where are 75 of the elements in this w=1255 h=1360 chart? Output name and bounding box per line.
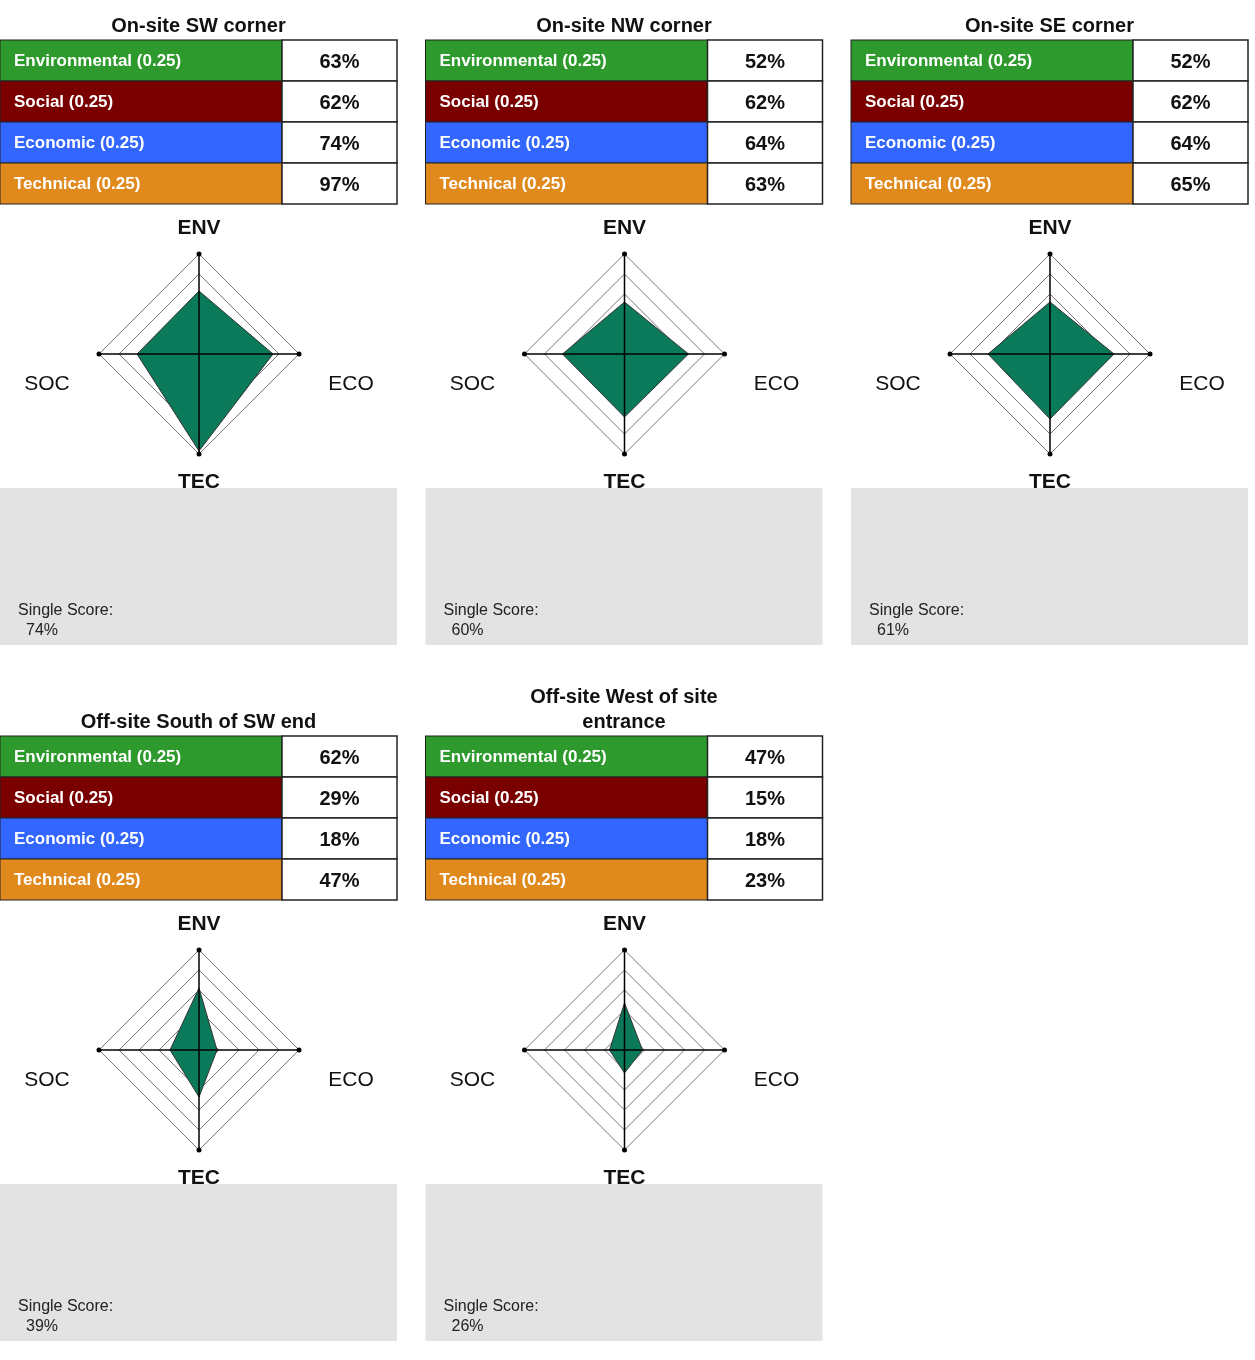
text: 29% xyxy=(319,787,360,809)
category-label: Technical (0.25) xyxy=(439,174,566,193)
text: 62% xyxy=(1170,91,1211,113)
spoke-label: ENV xyxy=(602,911,647,934)
text: Single Score: xyxy=(443,1297,539,1314)
spoke-label: TEC xyxy=(603,1165,646,1188)
text: On-site NW corner xyxy=(536,14,712,36)
text: 61% xyxy=(877,621,910,638)
text: 52% xyxy=(1170,50,1211,72)
text: Single Score: xyxy=(443,601,539,618)
text: Single Score: xyxy=(18,1297,114,1314)
spoke-label: ENV xyxy=(602,215,647,238)
category-label: Social (0.25) xyxy=(14,788,114,807)
spoke-label: ECO xyxy=(753,371,800,394)
category-label: Social (0.25) xyxy=(439,788,539,807)
category-label: Technical (0.25) xyxy=(439,870,566,889)
text: 62% xyxy=(319,91,360,113)
spoke-label: TEC xyxy=(178,469,220,492)
text: On-site SW corner xyxy=(111,14,286,36)
text: 63% xyxy=(319,50,360,72)
text: 64% xyxy=(1170,132,1211,154)
spoke-label: TEC xyxy=(178,1165,220,1188)
text: Single Score: xyxy=(869,601,965,618)
category-label: Economic (0.25) xyxy=(865,133,996,152)
category-label: Environmental (0.25) xyxy=(14,51,182,70)
category-label: Economic (0.25) xyxy=(439,829,570,848)
text: 15% xyxy=(744,787,786,809)
category-label: Economic (0.25) xyxy=(439,133,570,152)
spoke-label: TEC xyxy=(1029,469,1071,492)
text: 39% xyxy=(26,1317,59,1334)
text: Off-site South of SW end xyxy=(80,710,317,732)
category-label: Environmental (0.25) xyxy=(865,51,1033,70)
category-label: Technical (0.25) xyxy=(865,174,992,193)
text: 74% xyxy=(26,621,59,638)
category-label: Technical (0.25) xyxy=(14,870,141,889)
text: 18% xyxy=(319,828,360,850)
spoke-label: SOC xyxy=(449,371,496,394)
spoke-label: ECO xyxy=(1179,371,1225,394)
text: 97% xyxy=(319,173,360,195)
text: 63% xyxy=(744,173,786,195)
text: Off-site West of site entrance xyxy=(530,685,718,732)
text: 62% xyxy=(744,91,786,113)
text: 74% xyxy=(319,132,360,154)
spoke-label: SOC xyxy=(24,1067,70,1090)
spoke-label: ECO xyxy=(328,1067,374,1090)
text: 18% xyxy=(744,828,786,850)
spoke-label: SOC xyxy=(449,1067,496,1090)
text: 47% xyxy=(744,746,786,768)
spoke-label: ENV xyxy=(1028,215,1072,238)
text: Single Score: xyxy=(18,601,114,618)
text: 62% xyxy=(319,746,360,768)
category-label: Social (0.25) xyxy=(14,92,114,111)
category-label: Environmental (0.25) xyxy=(439,51,607,70)
text: 60% xyxy=(451,621,484,638)
text: 23% xyxy=(744,869,786,891)
category-label: Environmental (0.25) xyxy=(439,747,607,766)
spoke-label: ECO xyxy=(328,371,374,394)
text: On-site SE corner xyxy=(965,14,1135,36)
text: 26% xyxy=(451,1317,484,1334)
spoke-label: TEC xyxy=(603,469,646,492)
text: 65% xyxy=(1170,173,1211,195)
spoke-label: ECO xyxy=(753,1067,800,1090)
text: 47% xyxy=(319,869,360,891)
spoke-label: ENV xyxy=(177,215,221,238)
category-label: Social (0.25) xyxy=(865,92,965,111)
text: 52% xyxy=(744,50,786,72)
category-label: Technical (0.25) xyxy=(14,174,141,193)
category-label: Economic (0.25) xyxy=(14,133,145,152)
category-label: Social (0.25) xyxy=(439,92,539,111)
spoke-label: SOC xyxy=(24,371,70,394)
text: 64% xyxy=(744,132,786,154)
category-label: Economic (0.25) xyxy=(14,829,145,848)
spoke-label: SOC xyxy=(875,371,921,394)
spoke-label: ENV xyxy=(177,911,221,934)
category-label: Environmental (0.25) xyxy=(14,747,182,766)
